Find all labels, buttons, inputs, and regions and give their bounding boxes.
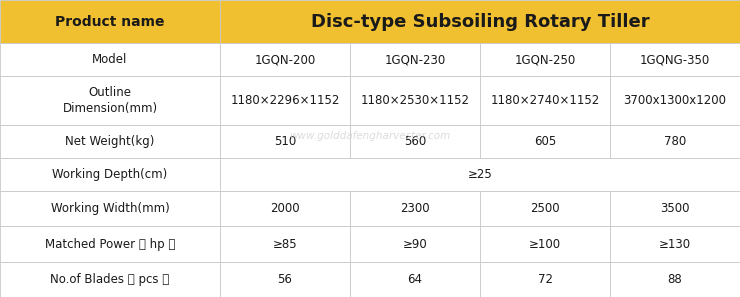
Text: ≥25: ≥25 <box>468 168 492 181</box>
Text: 605: 605 <box>534 135 556 148</box>
Text: ≥130: ≥130 <box>659 238 691 250</box>
Bar <box>220 158 740 191</box>
Bar <box>0 0 220 43</box>
Bar <box>220 191 350 226</box>
Bar <box>480 125 610 158</box>
Text: ≥100: ≥100 <box>529 238 561 250</box>
Bar <box>480 262 610 297</box>
Text: 1GQN-250: 1GQN-250 <box>514 53 576 66</box>
Text: 72: 72 <box>537 273 553 286</box>
Text: 1GQN-200: 1GQN-200 <box>255 53 316 66</box>
Text: 510: 510 <box>274 135 296 148</box>
Text: 780: 780 <box>664 135 686 148</box>
Text: 3700x1300x1200: 3700x1300x1200 <box>624 94 727 107</box>
Bar <box>480 43 610 76</box>
Text: 64: 64 <box>408 273 423 286</box>
Text: www.golddafengharvester.com: www.golddafengharvester.com <box>289 131 451 141</box>
Text: 2500: 2500 <box>530 202 560 215</box>
Bar <box>0 226 220 262</box>
Bar <box>610 125 740 158</box>
Text: 1180×2296×1152: 1180×2296×1152 <box>230 94 340 107</box>
Text: Net Weight(kg): Net Weight(kg) <box>65 135 155 148</box>
Bar <box>220 43 350 76</box>
Bar <box>350 191 480 226</box>
Bar <box>610 226 740 262</box>
Text: ≥85: ≥85 <box>272 238 297 250</box>
Bar <box>220 125 350 158</box>
Bar <box>610 76 740 125</box>
Bar <box>0 262 220 297</box>
Text: No.of Blades （ pcs ）: No.of Blades （ pcs ） <box>50 273 169 286</box>
Text: Matched Power （ hp ）: Matched Power （ hp ） <box>45 238 175 250</box>
Text: Model: Model <box>92 53 128 66</box>
Bar <box>480 76 610 125</box>
Bar <box>220 262 350 297</box>
Text: Product name: Product name <box>56 15 165 29</box>
Bar <box>350 226 480 262</box>
Bar <box>610 43 740 76</box>
Bar <box>480 226 610 262</box>
Bar <box>480 191 610 226</box>
Bar <box>0 191 220 226</box>
Bar <box>0 158 220 191</box>
Text: 88: 88 <box>667 273 682 286</box>
Bar <box>350 262 480 297</box>
Text: 56: 56 <box>278 273 292 286</box>
Bar <box>220 0 740 43</box>
Bar <box>350 125 480 158</box>
Text: Working Depth(cm): Working Depth(cm) <box>53 168 168 181</box>
Text: 2000: 2000 <box>270 202 300 215</box>
Text: Disc-type Subsoiling Rotary Tiller: Disc-type Subsoiling Rotary Tiller <box>311 12 649 31</box>
Bar <box>350 76 480 125</box>
Text: Working Width(mm): Working Width(mm) <box>50 202 169 215</box>
Text: Outline
Dimension(mm): Outline Dimension(mm) <box>62 86 158 115</box>
Text: ≥90: ≥90 <box>403 238 428 250</box>
Text: 560: 560 <box>404 135 426 148</box>
Bar <box>220 226 350 262</box>
Text: 1GQNG-350: 1GQNG-350 <box>640 53 710 66</box>
Bar <box>610 191 740 226</box>
Text: 1180×2740×1152: 1180×2740×1152 <box>491 94 599 107</box>
Bar <box>0 76 220 125</box>
Text: 3500: 3500 <box>660 202 690 215</box>
Bar <box>0 125 220 158</box>
Bar <box>220 76 350 125</box>
Bar <box>350 43 480 76</box>
Bar <box>0 43 220 76</box>
Text: 2300: 2300 <box>400 202 430 215</box>
Text: 1180×2530×1152: 1180×2530×1152 <box>360 94 469 107</box>
Bar <box>610 262 740 297</box>
Text: 1GQN-230: 1GQN-230 <box>384 53 445 66</box>
